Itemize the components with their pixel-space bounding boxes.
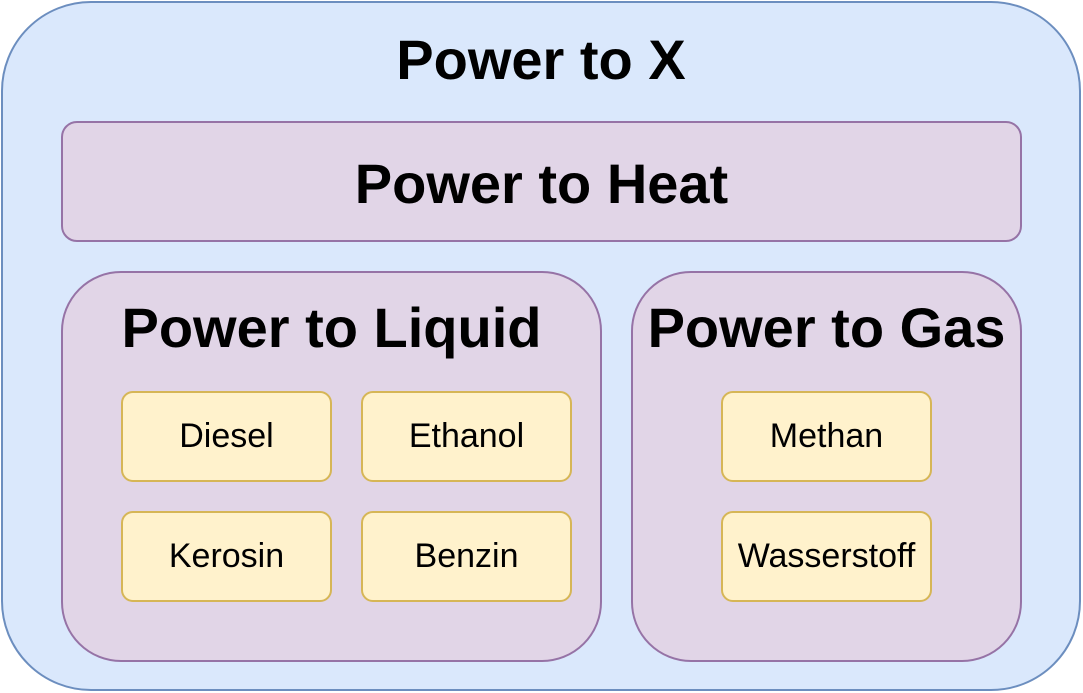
ethanol-box: Ethanol — [361, 391, 572, 482]
power-to-heat-box: Power to Heat — [61, 121, 1022, 242]
ethanol-label: Ethanol — [408, 417, 525, 455]
diesel-box: Diesel — [121, 391, 332, 482]
diesel-label: Diesel — [179, 417, 274, 455]
methan-box: Methan — [721, 391, 932, 482]
power-to-heat-label: Power to Heat — [354, 152, 729, 215]
wasserstoff-label: Wasserstoff — [737, 537, 916, 575]
kerosin-box: Kerosin — [121, 511, 332, 602]
benzin-label: Benzin — [414, 537, 519, 575]
wasserstoff-box: Wasserstoff — [721, 511, 932, 602]
power-to-x-title: Power to X — [396, 28, 686, 91]
power-to-liquid-title: Power to Liquid — [121, 296, 542, 359]
power-to-gas-title: Power to Gas — [647, 296, 1006, 359]
methan-label: Methan — [769, 417, 884, 455]
kerosin-label: Kerosin — [168, 537, 285, 575]
benzin-box: Benzin — [361, 511, 572, 602]
